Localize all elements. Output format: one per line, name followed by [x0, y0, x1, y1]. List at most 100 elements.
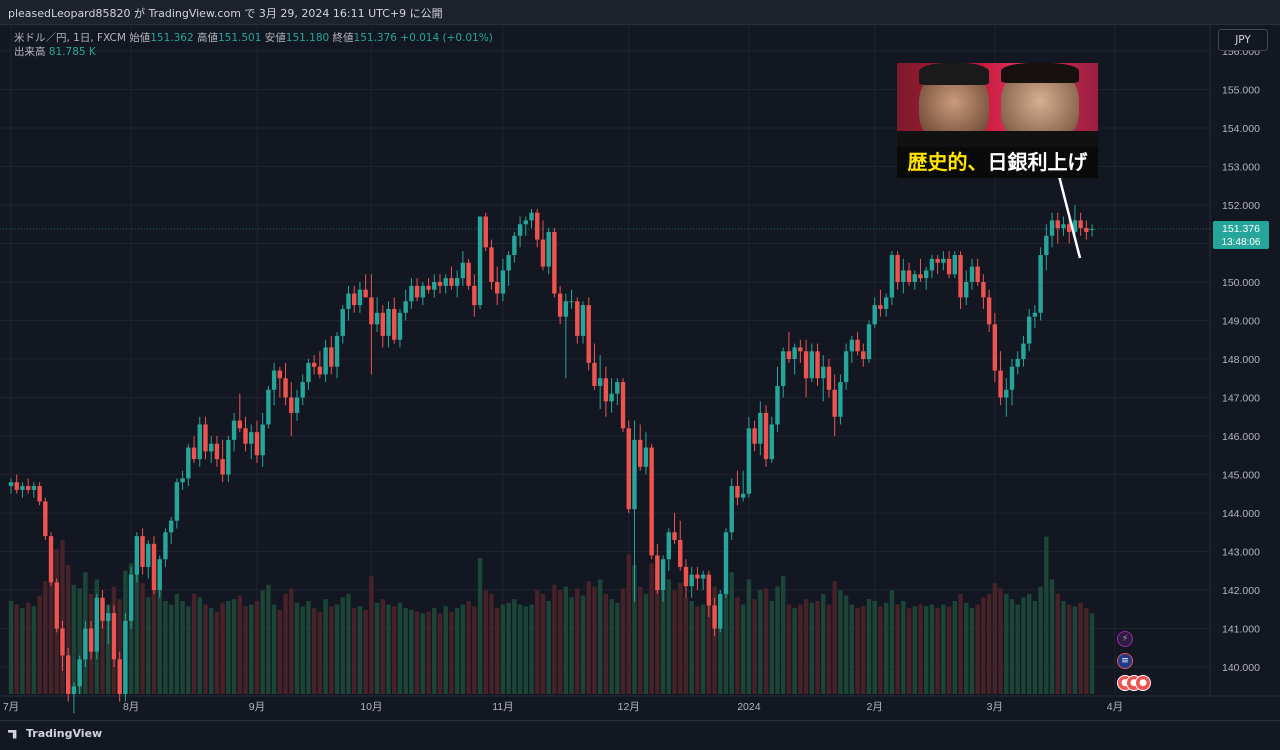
- candle-body: [638, 439, 643, 467]
- candle-body: [25, 486, 31, 490]
- candle-body: [952, 255, 957, 275]
- candle-body: [517, 224, 523, 236]
- volume-bar: [1078, 602, 1083, 694]
- candle-body: [769, 424, 774, 460]
- volume-bar: [374, 602, 380, 694]
- volume-bar: [883, 602, 889, 694]
- candle-body: [700, 574, 706, 579]
- volume-bar: [895, 604, 900, 694]
- candle-body: [895, 255, 900, 282]
- volume-bar: [975, 604, 980, 694]
- volume-bar: [580, 595, 586, 694]
- candle-body: [821, 366, 826, 379]
- candle-body: [883, 297, 889, 309]
- candle-body: [460, 262, 466, 279]
- candle-body: [929, 258, 935, 271]
- volume-bar: [626, 554, 631, 694]
- candle-body: [529, 212, 534, 221]
- candle-body: [763, 412, 769, 460]
- candle-body: [1061, 224, 1066, 229]
- candle-body: [586, 305, 591, 363]
- volume-bar: [495, 608, 500, 694]
- volume-bar: [174, 593, 180, 694]
- candle-body: [340, 308, 345, 336]
- volume-bar: [746, 579, 752, 694]
- candle-body: [31, 486, 37, 490]
- tradingview-logo[interactable]: TradingView: [8, 727, 102, 740]
- volume-bar: [672, 590, 677, 694]
- candlestick-chart[interactable]: 156.000155.000154.000153.000152.000151.0…: [0, 24, 1280, 720]
- volume-bar: [969, 608, 975, 694]
- volume-bar: [277, 609, 283, 694]
- volume-bar: [889, 590, 895, 694]
- volume-bar: [1089, 613, 1095, 694]
- volume-bar: [815, 600, 820, 694]
- candle-body: [918, 274, 923, 279]
- volume-bar: [718, 595, 723, 694]
- candle-body: [815, 351, 820, 379]
- volume-bar: [203, 604, 208, 694]
- volume-bar: [180, 600, 185, 694]
- candle-body: [986, 297, 992, 325]
- volume-bar: [632, 565, 637, 694]
- candle-body: [392, 308, 397, 340]
- suits: [897, 131, 1098, 147]
- volume-bar: [1038, 586, 1043, 694]
- candle-body: [580, 305, 586, 336]
- flash-icon[interactable]: ⚡: [1117, 631, 1133, 647]
- volume-bar: [243, 606, 248, 694]
- candle-body: [1021, 343, 1026, 359]
- candle-body: [746, 428, 752, 494]
- candle-body: [958, 255, 963, 298]
- time-tick-label: 9月: [249, 701, 265, 713]
- candle-body: [1078, 220, 1083, 229]
- legend-close: 151.376: [353, 32, 397, 44]
- volume-bar: [512, 599, 517, 694]
- candle-body: [540, 239, 546, 267]
- candle-body: [294, 397, 300, 413]
- currency-button[interactable]: JPY: [1218, 29, 1268, 51]
- volume-bar: [946, 606, 952, 694]
- candle-body: [352, 293, 357, 306]
- candle-body: [134, 536, 140, 575]
- volume-bar: [311, 608, 317, 694]
- candle-body: [477, 216, 483, 306]
- news-thumbnail[interactable]: 歴史的、日銀利上げ: [897, 63, 1098, 178]
- candle-body: [146, 543, 151, 567]
- time-tick-label: 4月: [1107, 701, 1123, 713]
- volume-bar: [14, 604, 19, 694]
- price-tick-label: 149.000: [1222, 315, 1260, 327]
- candle-body: [557, 293, 563, 317]
- volume-bar: [409, 609, 414, 694]
- volume-bar: [134, 558, 140, 694]
- dividends-icon-3: ●: [1135, 675, 1151, 691]
- candle-body: [1009, 366, 1015, 390]
- candle-body: [1067, 224, 1072, 232]
- candle-body: [271, 370, 277, 390]
- candle-body: [237, 420, 242, 429]
- price-tick-label: 147.000: [1222, 393, 1260, 405]
- volume-bar: [792, 608, 797, 694]
- candle-body: [66, 655, 71, 694]
- price-tick-label: 141.000: [1222, 624, 1260, 636]
- volume-bar: [586, 581, 591, 694]
- volume-bar: [603, 593, 609, 694]
- volume-bar: [849, 604, 855, 694]
- candle-body: [592, 362, 597, 386]
- time-tick-label: 10月: [360, 701, 382, 713]
- volume-bar: [695, 606, 700, 694]
- candle-body: [689, 574, 694, 587]
- price-tick-label: 146.000: [1222, 431, 1260, 443]
- volume-bar: [157, 588, 162, 694]
- volume-bar: [529, 604, 534, 694]
- candle-body: [243, 428, 248, 444]
- volume-bar: [437, 613, 443, 694]
- volume-bar: [798, 604, 803, 694]
- candle-body: [111, 613, 117, 660]
- candle-body: [798, 347, 803, 352]
- candle-body: [197, 424, 202, 460]
- candle-body: [1089, 229, 1095, 231]
- us-flag-icon[interactable]: ≡: [1117, 653, 1133, 669]
- volume-bar: [151, 572, 157, 694]
- volume-bar: [929, 604, 935, 694]
